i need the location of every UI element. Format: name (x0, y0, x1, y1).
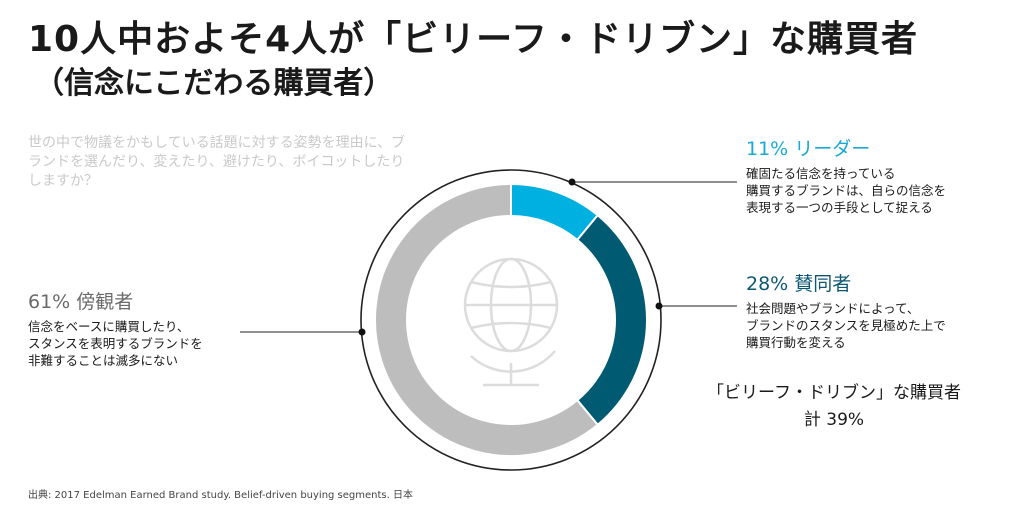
globe-icon (463, 257, 559, 387)
page-title: 10人中およそ4人が「ビリーフ・ドリブン」な購買者 (28, 19, 918, 60)
total-label: 「ビリーフ・ドリブン」な購買者 (707, 383, 961, 403)
segment-supporter: 28% 賛同者 社会問題やブランドによって、 ブランドのスタンスを見極めた上で … (746, 272, 946, 351)
bystander-connector (240, 328, 366, 336)
survey-question: 世の中で物議をかもしている話題に対する姿勢を理由に、ブランドを選んだり、変えたり… (28, 135, 406, 189)
segment-supporter-description: 社会問題やブランドによって、 ブランドのスタンスを見極めた上で 購買行動を変える (746, 301, 946, 350)
leader-connector (568, 178, 737, 186)
segment-leader-title: 11% リーダー (746, 138, 871, 160)
belief-driven-total: 「ビリーフ・ドリブン」な購買者 計 39% (700, 380, 968, 434)
segment-bystander-title: 61% 傍観者 (28, 291, 134, 313)
segment-leader-description: 確固たる信念を持っている 購買するブランドは、自らの信念を 表現する一つの手段と… (746, 166, 947, 215)
segment-leader: 11% リーダー 確固たる信念を持っている 購買するブランドは、自らの信念を 表… (746, 137, 946, 216)
page-subtitle: （信念にこだわる購買者） (34, 66, 394, 101)
donut-slices (374, 182, 648, 457)
slice-bystander (374, 182, 600, 457)
total-value: 計 39% (803, 410, 865, 430)
segment-bystander: 61% 傍観者 信念をベースに購買したり、 スタンスを表明するブランドを 非難す… (28, 290, 203, 369)
supporter-connector (655, 302, 737, 310)
slice-supporter (575, 213, 648, 427)
segment-supporter-title: 28% 賛同者 (746, 273, 852, 295)
outer-ring (360, 169, 662, 471)
source-note: 出典: 2017 Edelman Earned Brand study. Bel… (28, 490, 413, 501)
segment-bystander-description: 信念をベースに購買したり、 スタンスを表明するブランドを 非難することは滅多にな… (28, 319, 203, 368)
